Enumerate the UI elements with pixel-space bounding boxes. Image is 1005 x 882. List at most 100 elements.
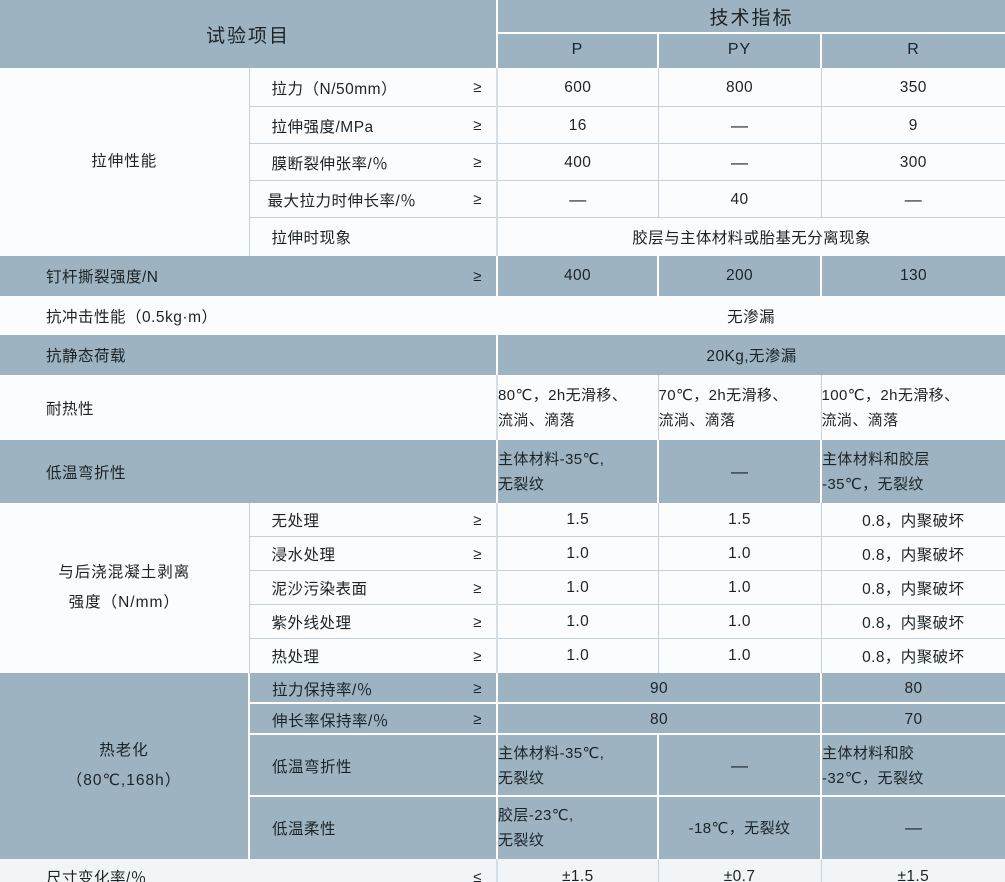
label-low-temp-bend: 低温弯折性 [0, 440, 498, 503]
header-test-item: 试验项目 [0, 0, 498, 68]
line-1: 70℃，2h无滑移、 [658, 386, 788, 404]
row-low-temp-bend: 低温弯折性 主体材料-35℃, 无裂纹 — 主体材料和胶层 -35℃，无裂纹 [0, 440, 1005, 503]
value-tensile-force-p: 600 [496, 68, 659, 107]
label-aging-elong-retention: 伸长率保持率/％ ≥ [247, 704, 498, 735]
row-heat-resistance: 耐热性 80℃，2h无滑移、 流淌、滴落 70℃，2h无滑移、 流淌、滴落 10… [0, 375, 1005, 440]
label-aging-force-retention: 拉力保持率/％ ≥ [247, 673, 498, 704]
label-peel-untreated: 无处理 ≥ [248, 503, 498, 537]
label-text: 抗冲击性能（0.5kg·m） [46, 308, 218, 326]
line-2: 无裂纹 [498, 770, 545, 787]
label-text: 拉伸时现象 [271, 230, 352, 247]
label-tensile-force: 拉力（N/50mm） ≥ [248, 68, 498, 107]
label-nail-tear: 钉杆撕裂强度/N ≥ [0, 256, 498, 296]
row-peel-water: 浸水处理 ≥ 1.0 1.0 0.8，内聚破坏 [0, 537, 1005, 571]
header-col-py: PY [657, 32, 822, 68]
line-1: 80℃，2h无滑移、 [498, 386, 628, 404]
value-max-force-elongation-py: 40 [657, 181, 822, 218]
line-2: 无裂纹 [498, 832, 545, 849]
operator: ≥ [473, 191, 483, 208]
label-text: 热处理 [271, 649, 320, 666]
header-col-r: R [820, 32, 1005, 68]
operator: ≥ [473, 154, 483, 171]
line-2: 流淌、滴落 [498, 411, 576, 429]
operator: ≥ [473, 711, 483, 728]
value-impact-merged: 无渗漏 [497, 296, 1005, 335]
value-tensile-strength-py: — [657, 107, 822, 144]
operator: ≥ [473, 680, 483, 697]
row-impact: 抗冲击性能（0.5kg·m） 无渗漏 [0, 296, 1005, 335]
label-text: 尺寸变化率/％ [46, 870, 147, 882]
value-peel-mud-py: 1.0 [657, 571, 822, 605]
row-dimensional-change: 尺寸变化率/％ ≤ ±1.5 ±0.7 ±1.5 [0, 859, 1005, 882]
row-tensile-strength: 拉伸强度/MPa ≥ 16 — 9 [0, 107, 1005, 144]
operator: ≥ [473, 511, 483, 529]
row-peel-untreated: 与后浇混凝土剥离 强度（N/mm） 无处理 ≥ 1.5 1.5 0.8，内聚破坏 [0, 503, 1005, 673]
line-1: 主体材料和胶层 [822, 450, 930, 468]
value-low-temp-bend-p: 主体材料-35℃, 无裂纹 [496, 440, 659, 503]
row-aging-low-temp-flex: 低温柔性 胶层-23℃, 无裂纹 -18℃，无裂纹 — [0, 797, 1005, 859]
operator: ≥ [473, 79, 483, 96]
value-peel-mud-p: 1.0 [496, 571, 659, 605]
label-film-elongation: 膜断裂伸张率/％ ≥ [248, 144, 498, 181]
label-tensile-phenomenon: 拉伸时现象 [248, 218, 498, 256]
value-peel-uv-r: 0.8，内聚破坏 [820, 605, 1005, 639]
label-text: 拉力保持率/％ [272, 681, 373, 699]
label-text: 伸长率保持率/％ [272, 712, 389, 730]
value-aging-low-temp-bend-r: 主体材料和胶 -32℃，无裂纹 [820, 735, 1005, 797]
row-static-load: 抗静态荷载 20Kg,无渗漏 [0, 335, 1005, 375]
row-tensile-force: 拉伸性能 拉力（N/50mm） ≥ 600 800 350 [0, 68, 1005, 256]
header-col-p: P [496, 32, 659, 68]
value-peel-untreated-py: 1.5 [657, 503, 822, 537]
value-peel-heat-py: 1.0 [657, 639, 822, 673]
label-text: 膜断裂伸张率/％ [271, 155, 389, 173]
value-dimensional-change-py: ±0.7 [657, 859, 822, 882]
table-subheader-row: P PY R [0, 32, 1005, 68]
label-text: 抗静态荷载 [46, 348, 127, 365]
value-tensile-force-py: 800 [657, 68, 822, 107]
row-peel-heat: 热处理 ≥ 1.0 1.0 0.8，内聚破坏 [0, 639, 1005, 673]
line-1: 主体材料-35℃, [498, 745, 605, 762]
label-text: 低温柔性 [272, 821, 337, 838]
value-heat-resistance-r: 100℃，2h无滑移、 流淌、滴落 [820, 375, 1005, 440]
label-aging-low-temp-bend: 低温弯折性 [247, 735, 498, 797]
value-dimensional-change-p: ±1.5 [496, 859, 659, 882]
value-max-force-elongation-p: — [496, 181, 659, 218]
value-peel-untreated-r: 0.8，内聚破坏 [820, 503, 1005, 537]
label-text: 浸水处理 [271, 547, 336, 564]
row-aging-force-retention: 热老化 （80℃,168h） 拉力保持率/％ ≥ 90 80 [0, 673, 1005, 859]
value-aging-low-temp-flex-r: — [820, 797, 1005, 859]
label-text: 低温弯折性 [46, 464, 127, 482]
value-tensile-strength-p: 16 [496, 107, 659, 144]
value-film-elongation-p: 400 [496, 144, 659, 181]
operator: ≥ [473, 613, 483, 631]
label-impact: 抗冲击性能（0.5kg·m） [0, 296, 498, 335]
line-2: 无裂纹 [498, 475, 545, 493]
label-peel-mud: 泥沙污染表面 ≥ [248, 571, 498, 605]
value-peel-water-r: 0.8，内聚破坏 [820, 537, 1005, 571]
value-tensile-force-r: 350 [820, 68, 1005, 107]
value-heat-resistance-py: 70℃，2h无滑移、 流淌、滴落 [657, 375, 822, 440]
row-peel-uv: 紫外线处理 ≥ 1.0 1.0 0.8，内聚破坏 [0, 605, 1005, 639]
table-header-row: 试验项目 技术指标 [0, 0, 1005, 68]
operator: ≥ [473, 267, 483, 285]
row-aging-low-temp-bend: 低温弯折性 主体材料-35℃, 无裂纹 — 主体材料和胶 -32℃，无裂纹 [0, 735, 1005, 797]
operator: ≥ [473, 545, 483, 563]
value-nail-tear-p: 400 [496, 256, 659, 296]
label-peel-heat: 热处理 ≥ [248, 639, 498, 673]
label-tensile-strength: 拉伸强度/MPa ≥ [248, 107, 498, 144]
value-peel-water-py: 1.0 [657, 537, 822, 571]
label-text: 拉力（N/50mm） [271, 80, 398, 98]
value-peel-heat-p: 1.0 [496, 639, 659, 673]
label-text: 无处理 [271, 513, 320, 530]
value-peel-heat-r: 0.8，内聚破坏 [820, 639, 1005, 673]
label-aging-low-temp-flex: 低温柔性 [247, 797, 498, 859]
value-aging-force-retention-r: 80 [820, 673, 1005, 704]
value-static-load-merged: 20Kg,无渗漏 [496, 335, 1005, 375]
row-aging-elong-retention: 伸长率保持率/％ ≥ 80 70 [0, 704, 1005, 735]
value-peel-untreated-p: 1.5 [496, 503, 659, 537]
label-dimensional-change: 尺寸变化率/％ ≤ [0, 859, 498, 882]
value-peel-uv-py: 1.0 [657, 605, 822, 639]
label-text: 紫外线处理 [271, 615, 352, 632]
